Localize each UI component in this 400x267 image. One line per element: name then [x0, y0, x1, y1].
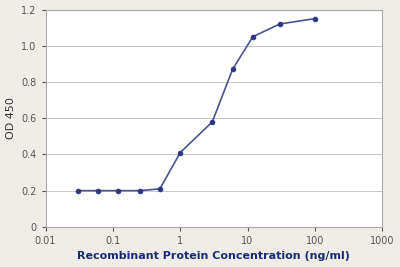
X-axis label: Recombinant Protein Concentration (ng/ml): Recombinant Protein Concentration (ng/ml… — [78, 252, 350, 261]
Y-axis label: OD 450: OD 450 — [6, 97, 16, 139]
